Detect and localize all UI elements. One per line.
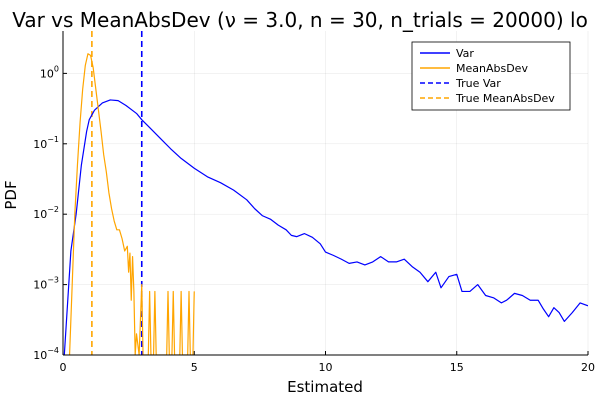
chart-title: Var vs MeanAbsDev (ν = 3.0, n = 30, n_tr… [12,8,588,32]
legend-label-true-meanabsdev: True MeanAbsDev [455,92,555,105]
y-axis-label: PDF [2,180,20,209]
x-tick-label: 20 [581,361,595,374]
legend-label-var: Var [456,47,474,60]
series-layer [63,31,588,355]
y-tick-label: 100 [40,64,59,80]
axes: 0 5 10 15 20 10−4 10−3 10−2 10−1 100 [33,31,595,374]
y-tick-label: 10−3 [33,276,59,292]
x-tick-label: 15 [450,361,464,374]
y-tick-label: 10−2 [33,205,59,221]
legend-label-meanabsdev: MeanAbsDev [456,62,528,75]
x-tick-label: 5 [191,361,198,374]
x-tick-label: 10 [319,361,333,374]
y-tick-label: 10−4 [33,346,59,362]
series-var-line [63,99,588,355]
y-tick-label: 10−1 [33,135,59,151]
x-tick-label: 0 [60,361,67,374]
x-axis-label: Estimated [287,378,363,396]
legend-label-true-var: True Var [455,77,501,90]
series-meanabsdev-line [68,53,195,355]
legend: Var MeanAbsDev True Var True MeanAbsDev [411,41,571,111]
